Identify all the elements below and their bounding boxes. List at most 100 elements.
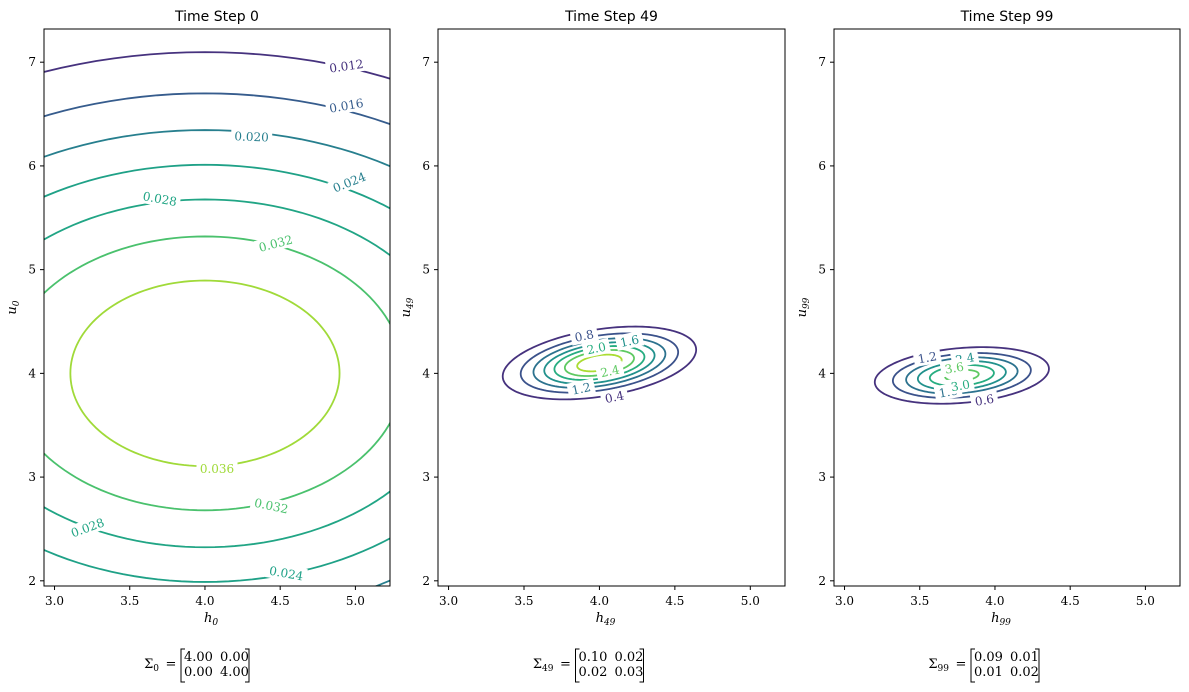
contour-label-5: 2.4: [595, 360, 625, 381]
matrix-cell: 0.10: [579, 650, 608, 665]
covariance-equals: =: [956, 657, 967, 672]
contour-label-0: 0.012: [324, 55, 368, 77]
x-axis-label: h99: [991, 611, 1011, 628]
matrix-cell: 0.01: [974, 665, 1003, 680]
contour-label-bg: [566, 378, 596, 399]
y-tick-label: 5: [28, 263, 36, 277]
matrix-cell: 0.01: [1010, 650, 1039, 665]
contour-group: 0.012 0.016 0.020 0.024 0.028 0.032 0.036 0.032…: [44, 51, 390, 586]
panel-0: 0.012 0.016 0.020 0.024 0.028 0.032 0.036 0.032…: [5, 9, 391, 683]
y-tick-label: 2: [818, 574, 826, 588]
matrix-bracket-left: [180, 648, 185, 683]
matrix-cell: 0.02: [579, 665, 608, 680]
contour-label-text: 0.036: [200, 462, 234, 476]
contour-label-text: 0.4: [604, 388, 626, 406]
contour-label-0: 0.4: [599, 386, 630, 407]
contour-label-6: 0.036: [196, 460, 238, 476]
x-tick-label: 3.0: [439, 594, 458, 608]
matrix-bracket-left: [575, 648, 580, 683]
contour-label-text: 0.020: [234, 129, 269, 144]
contour-label-text: 0.024: [331, 169, 368, 195]
y-tick-label: 3: [422, 470, 430, 484]
x-tick-label: 3.5: [910, 594, 929, 608]
y-tick-label: 7: [422, 55, 430, 69]
contour-label-bg: [912, 347, 942, 368]
y-tick-label: 7: [818, 55, 826, 69]
contour-label-bg: [599, 386, 630, 407]
matrix-cell: 0.03: [615, 665, 644, 680]
matrix-cell: 0.02: [1010, 665, 1039, 680]
contour-label-text: 2.0: [586, 340, 608, 358]
contour-label-3: 0.024: [327, 167, 372, 197]
y-tick-label: 6: [818, 159, 826, 173]
y-tick-label: 6: [422, 159, 430, 173]
y-tick-label: 4: [422, 366, 430, 380]
contour-label-5: 0.032: [253, 230, 298, 256]
contour-line-level-0.020: [44, 129, 390, 586]
contour-label-text: 0.016: [328, 96, 364, 116]
y-tick-label: 4: [28, 366, 36, 380]
covariance-label: Σ99 = 0.09 0.010.01 0.02: [928, 648, 1040, 683]
contour-label-bg: [945, 375, 975, 396]
panel-1: 0.4 0.8 1.2 1.6 2.0 2.4 Time Step 49 3.0 3.5 4.0 4…: [399, 9, 786, 683]
matrix-bracket-right: [639, 648, 644, 683]
contour-label-1: 0.016: [324, 94, 368, 117]
contour-label-text: 0.028: [69, 515, 106, 540]
matrix-cell: 0.02: [615, 650, 644, 665]
contour-group: 0.61.21.82.43.03.6: [873, 346, 1050, 410]
contour-label-text: 3.6: [944, 360, 965, 377]
contour-label-text: 2.4: [599, 362, 621, 380]
matrix-bracket-right: [1035, 648, 1040, 683]
contour-line-level-2.0: [553, 345, 646, 381]
matrix-cell: 0.09: [974, 650, 1003, 665]
covariance-label: Σ0 = 4.00 0.000.00 4.00: [144, 648, 250, 683]
x-tick-label: 3.5: [514, 594, 533, 608]
contour-line-level-2.4: [916, 360, 1007, 391]
contour-line-level-0.036: [69, 279, 341, 468]
matrix-cell: 0.00: [220, 650, 249, 665]
matrix-cell: 4.00: [184, 650, 213, 665]
contour-label-8: 0.028: [65, 513, 110, 542]
contour-line-level-0.032: [44, 235, 390, 512]
y-tick-label: 3: [28, 470, 36, 484]
panel-title: Time Step 49: [564, 9, 658, 25]
matrix-cell: 0.00: [184, 665, 213, 680]
axes-frame: [43, 28, 391, 587]
x-tick-label: 5.0: [1136, 594, 1155, 608]
x-tick-label: 5.0: [741, 594, 760, 608]
x-axis-label: h49: [596, 611, 616, 628]
contour-label-bg: [138, 187, 182, 210]
contour-label-bg: [264, 562, 308, 585]
contour-label-bg: [196, 460, 238, 476]
contour-line-level-0.024: [44, 163, 390, 583]
y-tick-label: 2: [422, 574, 430, 588]
x-tick-label: 3.5: [120, 594, 139, 608]
contour-label-4: 0.028: [138, 187, 182, 210]
contour-label-bg: [324, 55, 368, 77]
contour-label-text: 1.2: [917, 349, 938, 366]
contour-label-0: 0.6: [969, 390, 999, 410]
x-tick-label: 4.5: [271, 594, 290, 608]
covariance-symbol: Σ49: [533, 657, 554, 674]
contour-label-bg: [581, 337, 612, 359]
contour-label-2: 0.020: [230, 128, 273, 145]
x-tick-label: 4.0: [985, 594, 1004, 608]
covariance-label: Σ49 = 0.10 0.020.02 0.03: [533, 648, 644, 683]
contour-label-2: 1.2: [566, 378, 596, 399]
contour-line-level-0.6: [873, 346, 1050, 405]
x-tick-label: 4.5: [1061, 594, 1080, 608]
x-tick-label: 4.5: [665, 594, 684, 608]
panel-title: Time Step 99: [960, 9, 1054, 25]
x-tick-label: 5.0: [346, 594, 365, 608]
contour-label-text: 3.0: [950, 377, 971, 394]
contour-label-text: 0.8: [574, 327, 596, 345]
y-axis-label: u99: [795, 297, 812, 317]
contour-label-bg: [327, 167, 372, 197]
contour-label-text: 0.024: [268, 564, 305, 584]
contour-label-bg: [569, 325, 599, 346]
matrix-bracket-right: [245, 648, 250, 683]
contour-label-bg: [324, 94, 368, 117]
contour-label-4: 2.0: [581, 337, 612, 359]
covariance-symbol: Σ0: [144, 657, 159, 674]
